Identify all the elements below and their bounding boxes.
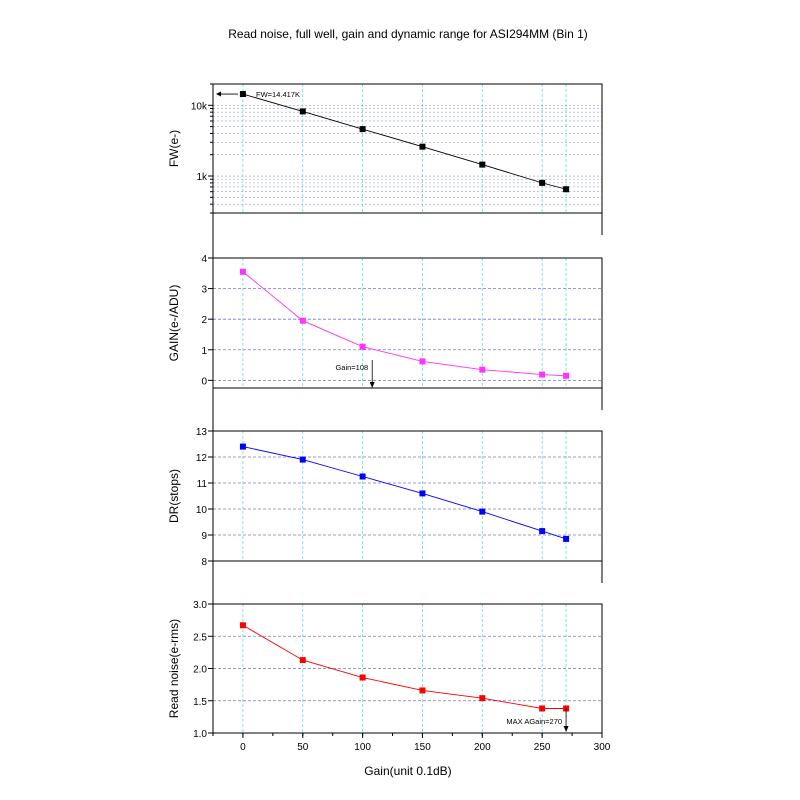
data-point [563,535,570,542]
data-point [359,674,366,681]
y-tick-label: 10k [191,101,208,112]
annotation-arrowhead [216,91,221,97]
data-point [359,126,366,133]
data-point [539,371,546,378]
series-line-rn [242,624,567,709]
y-tick-label: 2.0 [193,665,207,676]
data-point [359,473,366,480]
plot-frame [212,83,603,214]
data-point [299,317,306,324]
data-point [299,456,306,463]
x-tick-label: 0 [240,742,246,753]
y-tick-label: 1k [196,172,208,183]
plot-frame [212,257,603,389]
series-line-gain [242,271,567,377]
annotation-arrowhead [369,382,375,388]
data-point [299,108,306,115]
data-point [419,490,426,497]
y-tick-label: 2 [201,315,207,326]
data-point [479,366,486,373]
x-tick-label: 200 [474,742,491,753]
y-tick-label: 13 [196,427,208,438]
y-tick-label: 8 [201,557,207,568]
chart-panels: 1k10kFW(e-)FW=14.417K01234GAIN(e-/ADU)Ga… [167,83,611,753]
data-point [539,705,546,712]
data-point [563,186,570,193]
data-point [479,508,486,515]
plot-frame [212,430,603,562]
x-axis-label: Gain(unit 0.1dB) [364,764,451,778]
x-tick-label: 150 [414,742,431,753]
annotation-arrowhead [563,726,569,732]
y-tick-label: 1.0 [193,729,207,740]
x-tick-label: 50 [297,742,309,753]
data-point [419,358,426,365]
x-tick-label: 250 [534,742,551,753]
y-tick-label: 0 [201,376,207,387]
annotation-fw: FW=14.417K [256,90,300,99]
x-tick-label: 100 [354,742,371,753]
data-point [539,179,546,186]
y-tick-label: 3.0 [193,600,207,611]
y-tick-label: 3 [201,285,207,296]
series-line-dr [242,446,567,540]
panel-fw: 1k 10k FW(e-) FW=14.417K [167,83,603,214]
y-tick-label: 10 [196,505,208,516]
y-axis-label-rn: Read noise(e-rms) [167,619,181,718]
x-tick-label: 300 [594,742,611,753]
panel-rn: 1.0 1.5 2.0 2.5 3.0 Read noise(e-rms) MAX AGai… [167,561,603,740]
data-point [239,443,246,450]
panel-gain: 0 1 2 3 4 GAIN(e-/ADU) Gain=108 [167,213,603,389]
data-point [479,161,486,168]
data-point [359,343,366,350]
y-tick-label: 9 [201,531,207,542]
y-axis-label-gain: GAIN(e-/ADU) [167,285,181,362]
data-point [239,91,246,98]
panel-dr: 8 9 10 11 12 13 DR(stops) [167,388,603,568]
data-point [299,657,306,664]
annotation-gain: Gain=108 [335,363,368,372]
data-point [239,622,246,629]
data-point [539,528,546,535]
y-axis-label-fw: FW(e-) [167,130,181,167]
data-point [419,687,426,694]
data-point [563,372,570,379]
y-tick-label: 12 [196,453,208,464]
annotation-rn: MAX AGain=270 [506,717,562,726]
y-tick-label: 2.5 [193,632,207,643]
data-point [239,268,246,275]
y-tick-label: 11 [197,479,208,490]
y-tick-label: 4 [201,254,207,265]
data-point [419,143,426,150]
y-axis-label-dr: DR(stops) [167,469,181,523]
y-tick-label: 1 [201,346,207,357]
y-tick-label: 1.5 [193,697,207,708]
data-point [479,695,486,702]
chart-title: Read noise, full well, gain and dynamic … [228,27,588,41]
